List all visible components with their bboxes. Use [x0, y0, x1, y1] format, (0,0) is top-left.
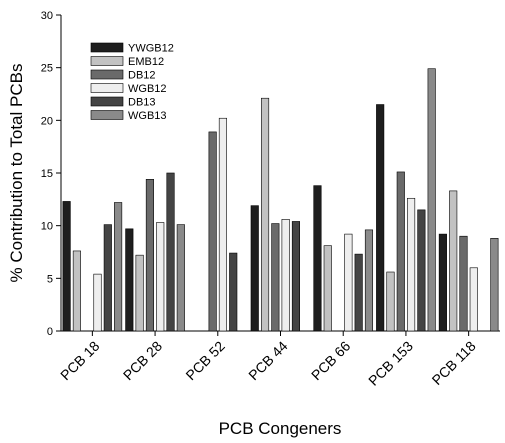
bar-emb12-pcb-153: [386, 271, 395, 332]
bar-emb12-pcb-44: [260, 97, 270, 332]
x-axis: PCB 18 PCB 28 PCB 52 PCB 44 PCB 66 PCB 153 PCB…: [57, 330, 500, 389]
bar-ywgb12-pcb-66: [313, 185, 322, 332]
bar-db12-pcb-153: [396, 171, 405, 332]
x-tick-label: PCB 118: [429, 338, 479, 388]
x-tick-label: PCB 18: [57, 338, 103, 384]
y-axis-title: % Contribution to Total PCBs: [7, 64, 26, 283]
bar-emb12-pcb-66: [323, 245, 332, 332]
bar-emb12-pcb-18: [72, 250, 81, 332]
bar-wgb13-pcb-18: [114, 202, 123, 332]
legend-label-wgb13: WGB13: [128, 110, 167, 122]
y-tick-label: 30: [41, 10, 53, 22]
bar-db12-pcb-28: [145, 179, 154, 332]
bar-ywgb12-pcb-44: [250, 205, 259, 332]
bar-db13-pcb-66: [354, 253, 363, 332]
bar-ywgb12-pcb-18: [62, 201, 71, 332]
bar-emb12-pcb-118: [449, 190, 458, 332]
legend-swatch-db12: [90, 69, 124, 80]
x-tick-label: PCB 28: [120, 338, 166, 384]
y-tick-label: 15: [41, 168, 53, 180]
y-axis: 0 5 10 15 20 25 30: [41, 10, 62, 338]
bar-db13-pcb-153: [417, 209, 426, 332]
x-tick-label: PCB 66: [308, 338, 354, 384]
bar-ywgb12-pcb-118: [438, 233, 447, 332]
bar-wgb13-pcb-28: [176, 224, 185, 332]
legend-label-db13: DB13: [128, 97, 156, 109]
bar-db13-pcb-28: [166, 172, 175, 332]
legend-swatch-emb12: [90, 56, 124, 66]
bar-wgb13-pcb-66: [364, 229, 374, 332]
legend-label-db12: DB12: [128, 70, 156, 82]
bar-db12-pcb-44: [271, 223, 280, 332]
bar-db12-pcb-52: [208, 131, 217, 332]
bar-wgb12-pcb-52: [218, 117, 227, 332]
bar-db13-pcb-52: [229, 252, 238, 332]
y-tick-label: 5: [47, 273, 53, 285]
bar-wgb13-pcb-153: [427, 68, 436, 332]
bar-wgb12-pcb-153: [407, 197, 416, 332]
bar-ywgb12-pcb-153: [376, 104, 385, 332]
legend-swatch-db13: [90, 96, 124, 107]
y-tick-label: 0: [47, 326, 53, 338]
bar-wgb12-pcb-66: [344, 233, 353, 332]
x-tick-label: PCB 44: [245, 338, 291, 384]
legend-label-wgb12: WGB12: [128, 83, 167, 95]
bar-wgb12-pcb-44: [281, 219, 290, 332]
bar-db13-pcb-18: [103, 224, 112, 332]
bar-db13-pcb-44: [291, 221, 301, 332]
x-tick-label: PCB 52: [182, 338, 228, 384]
legend-swatch-wgb12: [90, 83, 124, 93]
x-tick-label: PCB 153: [365, 338, 416, 389]
y-tick-label: 20: [41, 115, 53, 127]
bars: [62, 68, 499, 332]
bar-wgb12-pcb-18: [93, 273, 102, 332]
bar-wgb13-pcb-118: [490, 238, 499, 332]
bar-ywgb12-pcb-28: [125, 228, 134, 332]
legend-swatch-ywgb12: [90, 42, 124, 53]
bar-emb12-pcb-28: [135, 254, 144, 332]
y-tick-label: 25: [41, 63, 53, 75]
legend-label-ywgb12: YWGB12: [128, 43, 174, 55]
bar-db12-pcb-118: [459, 235, 468, 332]
legend-label-emb12: EMB12: [128, 56, 164, 68]
bar-wgb12-pcb-118: [469, 267, 478, 332]
y-tick-label: 10: [41, 221, 53, 233]
bar-wgb12-pcb-28: [156, 222, 165, 332]
x-axis-title: PCB Congeners: [219, 419, 342, 438]
legend-swatch-wgb13: [90, 110, 124, 120]
